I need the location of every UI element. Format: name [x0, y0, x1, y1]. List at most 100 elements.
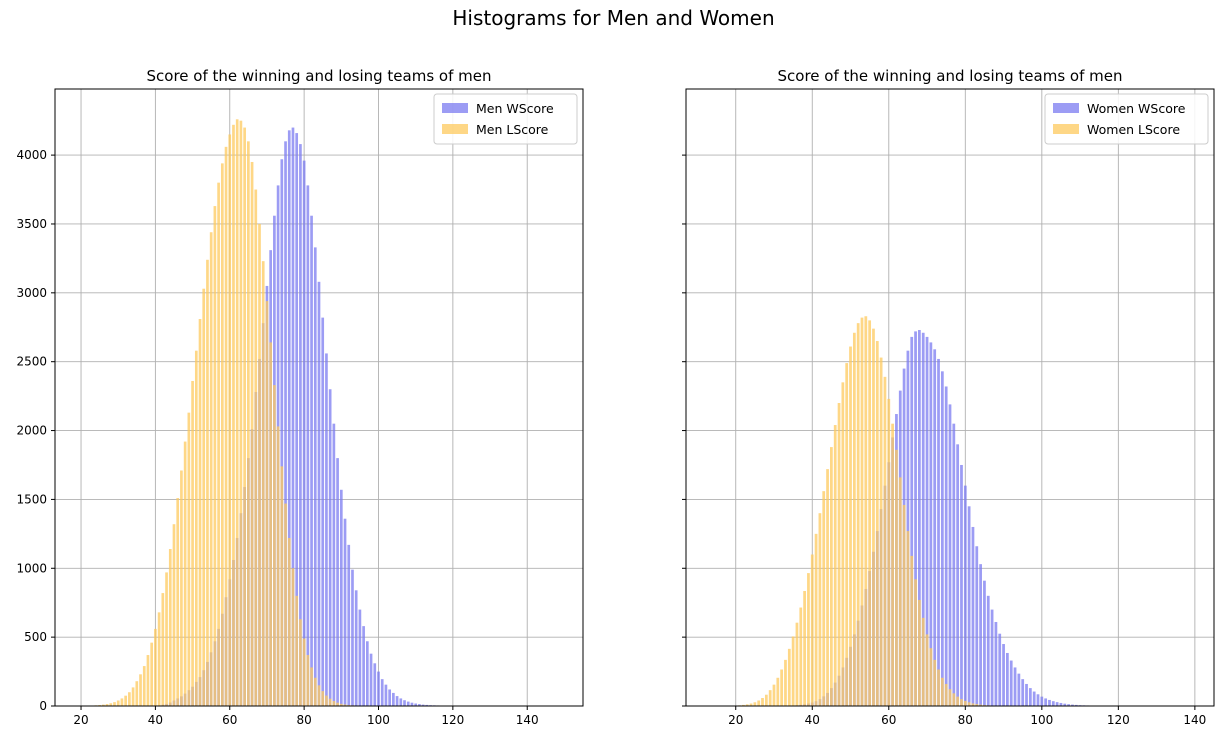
histogram-bar	[1028, 688, 1032, 706]
histogram-bar	[787, 648, 791, 706]
histogram-bar	[1055, 702, 1059, 706]
y-tick-label: 1000	[16, 561, 47, 575]
histogram-bar	[944, 683, 948, 706]
histogram-bar	[150, 642, 154, 706]
legend-box	[433, 93, 578, 145]
histogram-bar	[852, 332, 856, 706]
histogram-bar	[339, 489, 343, 706]
histogram-bar	[209, 232, 213, 707]
y-tick-label: 2500	[16, 355, 47, 369]
histogram-bar	[332, 701, 336, 706]
histogram-bar	[276, 426, 280, 706]
histogram-bar	[261, 261, 265, 706]
y-tick-label: 4000	[16, 148, 47, 162]
histogram-bar	[795, 622, 799, 706]
histogram-bar	[313, 247, 317, 706]
histogram-bar	[403, 700, 406, 706]
histogram-bar	[343, 704, 347, 706]
histogram-bar	[113, 702, 116, 706]
histogram-bar	[975, 546, 979, 706]
histogram-bar	[979, 564, 982, 706]
histogram-bar	[757, 700, 761, 706]
histogram-bar	[818, 513, 822, 706]
figure-title: Histograms for Men and Women	[452, 6, 775, 30]
x-tick-label: 80	[958, 713, 973, 727]
histogram-bar	[232, 124, 235, 706]
histogram-bar	[239, 120, 243, 707]
histogram-bar	[833, 425, 837, 706]
histogram-bar	[247, 141, 250, 706]
panel-title: Score of the winning and losing teams of…	[147, 67, 492, 85]
histogram-bar	[373, 663, 377, 706]
histogram-bar	[325, 695, 328, 706]
histogram-bar	[336, 702, 339, 706]
histogram-bar	[906, 350, 910, 706]
panel-women: 20 40 60 80 100 120 140 Score of the winning an…	[682, 67, 1215, 727]
y-tick-label: 3000	[16, 286, 47, 300]
histogram-bar	[990, 609, 994, 706]
histogram-bar	[317, 281, 321, 706]
histogram-bar	[998, 633, 1002, 706]
histogram-bar	[971, 526, 975, 706]
histogram-bar	[273, 385, 276, 706]
histogram-bar	[250, 161, 254, 707]
histogram-bar	[868, 320, 872, 707]
histogram-bar	[321, 317, 325, 706]
x-tick-label: 40	[805, 713, 820, 727]
histogram-bar	[963, 485, 967, 706]
histogram-bar	[1067, 704, 1070, 706]
histogram-bar	[243, 127, 246, 706]
legend-swatch	[442, 124, 468, 134]
histogram-bar	[254, 189, 258, 707]
histogram-bar	[328, 389, 332, 706]
x-tick-label: 80	[296, 713, 311, 727]
histogram-bar	[749, 703, 753, 706]
histogram-bar	[768, 690, 772, 706]
histogram-bar	[921, 332, 925, 706]
histogram-bar	[418, 704, 421, 706]
histogram-bar	[902, 504, 906, 706]
axes-frame	[685, 88, 1215, 707]
histogram-bar	[856, 323, 860, 706]
histogram-bar	[952, 693, 956, 706]
histogram-bar	[784, 659, 787, 706]
histogram-bar	[960, 699, 963, 706]
histogram-bar	[772, 684, 776, 706]
histogram-bar	[745, 704, 749, 706]
histogram-bar	[299, 619, 302, 706]
histogram-bar	[258, 223, 261, 706]
histogram-bar	[864, 316, 868, 706]
legend: Men WScore Men LScore	[433, 93, 578, 145]
histogram-bar	[814, 533, 818, 706]
histogram-bar	[837, 403, 841, 706]
legend-swatch	[1053, 124, 1079, 134]
histogram-bar	[176, 498, 180, 706]
histogram-bar	[860, 317, 864, 706]
histogram-bar	[157, 612, 161, 706]
histogram-bar	[879, 357, 883, 706]
histogram-bar	[1032, 691, 1036, 706]
axes-frame	[54, 88, 584, 707]
y-tick-label: 3500	[16, 217, 47, 231]
histogram-bar	[287, 130, 291, 706]
histogram-bar	[799, 607, 803, 706]
x-tick-label: 120	[441, 713, 464, 727]
histogram-bar	[910, 555, 914, 706]
series-lscore	[734, 316, 1025, 707]
histogram-bar	[392, 692, 395, 706]
histogram-bar	[967, 506, 971, 706]
histogram-bar	[187, 412, 191, 706]
histogram-bar	[295, 595, 299, 706]
histogram-bar	[328, 698, 332, 706]
panel-men: 20 40 60 80 100 120 140 0 500 1000 1500 2000 2500 300…	[16, 67, 584, 727]
histogram-bar	[830, 447, 833, 706]
histogram-bar	[872, 328, 875, 706]
histogram-bar	[347, 544, 351, 706]
histogram-bar	[366, 641, 369, 706]
histogram-bar	[109, 703, 113, 706]
histogram-bar	[295, 133, 299, 706]
histogram-bar	[410, 702, 414, 706]
histogram-bar	[180, 470, 183, 706]
histogram-bar	[1071, 704, 1074, 706]
histogram-bar	[952, 423, 956, 706]
